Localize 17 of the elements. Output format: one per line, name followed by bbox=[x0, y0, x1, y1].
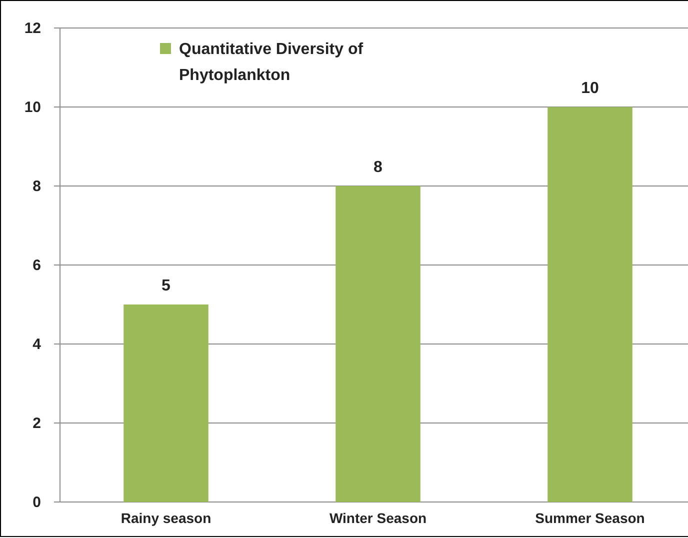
y-tick-label: 4 bbox=[32, 336, 42, 353]
y-tick-label: 0 bbox=[32, 494, 41, 511]
x-tick-label: Winter Season bbox=[329, 510, 427, 526]
data-label: 5 bbox=[162, 278, 171, 294]
data-label: 10 bbox=[581, 80, 599, 97]
y-tick-label: 12 bbox=[24, 20, 41, 37]
bar bbox=[548, 107, 632, 502]
y-tick-label: 6 bbox=[32, 256, 41, 274]
y-tick-label: 8 bbox=[32, 178, 41, 195]
y-tick-label: 2 bbox=[32, 414, 41, 432]
bar bbox=[336, 186, 420, 502]
bar bbox=[124, 304, 208, 502]
x-tick-label: Summer Season bbox=[535, 510, 645, 526]
legend-label: Quantitative Diversity of Phytoplankton bbox=[179, 41, 364, 84]
y-tick-label: 10 bbox=[24, 98, 41, 116]
data-label: 8 bbox=[374, 159, 383, 176]
x-tick-label: Rainy season bbox=[120, 510, 212, 526]
